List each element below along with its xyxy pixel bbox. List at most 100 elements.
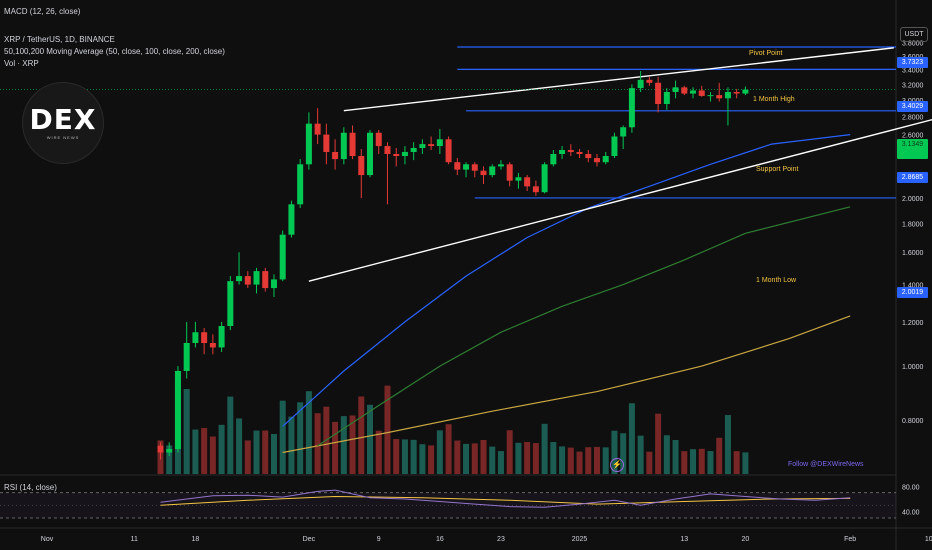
candle-body (620, 127, 627, 137)
candle-body (314, 123, 321, 135)
candle-body (428, 144, 435, 147)
candle-body (742, 89, 749, 94)
volume-bar (367, 404, 374, 474)
candle-body (157, 445, 164, 453)
month-high-price-tag: 3.4029 (897, 101, 928, 112)
rsi-indicator-label[interactable]: RSI (14, close) (4, 483, 57, 492)
volume-bar (506, 430, 513, 474)
volume-bar (480, 440, 487, 474)
logo-subtext: WIRE NEWS (46, 135, 80, 140)
currency-button[interactable]: USDT (900, 27, 928, 42)
volume-bar (602, 447, 609, 474)
volume-bar (253, 430, 260, 474)
support-point-label: Support Point (756, 166, 799, 173)
volume-bar (183, 389, 190, 474)
volume-bar (340, 416, 347, 474)
x-tick-label: 13 (680, 536, 688, 543)
x-tick-label: Feb (844, 536, 856, 543)
candle-body (611, 136, 618, 157)
candle-body (497, 164, 504, 167)
volume-bar (401, 439, 408, 474)
candle-body (628, 88, 635, 128)
volume-bar (471, 443, 478, 474)
y-tick-label: 2.6000 (902, 133, 924, 140)
candle-body (454, 162, 461, 170)
candle-body (209, 343, 216, 348)
volume-bar (742, 452, 749, 474)
candle-body (506, 164, 513, 181)
rsi-tick-label: 80.00 (902, 484, 920, 491)
volume-bar (672, 439, 679, 474)
volume-bar (637, 435, 644, 474)
x-tick-label: 9 (377, 536, 381, 543)
lightning-icon[interactable]: ⚡ (610, 458, 624, 472)
candle-body (332, 151, 339, 160)
volume-bar (236, 418, 243, 474)
volume-bar (227, 396, 234, 474)
candle-body (288, 204, 295, 235)
macd-indicator-label[interactable]: MACD (12, 26, close) (4, 7, 81, 16)
volume-bar (716, 437, 723, 474)
candle-body (445, 139, 452, 163)
volume-bar (201, 428, 208, 474)
ma100-line (317, 206, 851, 447)
candle-body (218, 325, 225, 348)
volume-bar (663, 435, 670, 474)
volume-bar (192, 429, 199, 474)
volume-bar (463, 443, 470, 474)
volume-bar (262, 430, 269, 474)
candle-body (646, 79, 653, 83)
x-tick-label: 20 (742, 536, 750, 543)
volume-bar (646, 451, 653, 474)
volume-bar (454, 440, 461, 474)
candle-body (567, 149, 574, 152)
volume-bar (567, 447, 574, 474)
watermark-text: Follow @DEXWireNews (788, 461, 864, 468)
y-tick-label: 2.8000 (902, 115, 924, 122)
y-tick-label: 3.2000 (902, 82, 924, 89)
candle-body (515, 177, 522, 181)
candle-body (340, 132, 347, 160)
volume-bar (698, 448, 705, 474)
volume-bar (393, 439, 400, 474)
candle-body (375, 132, 382, 147)
volume-bar (707, 451, 714, 474)
symbol-label[interactable]: XRP / TetherUS, 1D, BINANCE (4, 35, 115, 44)
candle-body (305, 123, 312, 165)
candle-body (244, 276, 251, 285)
volume-bar (620, 433, 627, 474)
rsi-line (160, 489, 851, 508)
volume-bar (384, 385, 391, 474)
volume-bar (585, 447, 592, 474)
candle-body (183, 343, 190, 371)
volume-bar (541, 423, 548, 474)
ma200-line (282, 315, 851, 454)
candle-body (367, 132, 374, 176)
candle-body (270, 279, 277, 289)
volume-label[interactable]: Vol · XRP (4, 59, 39, 68)
x-tick-label: 2025 (572, 536, 588, 543)
volume-bar (681, 451, 688, 474)
candle-body (681, 87, 688, 94)
candle-body (532, 186, 539, 193)
candle-body (724, 91, 731, 99)
volume-bar (218, 424, 225, 474)
volume-bar (288, 416, 295, 474)
candle-body (166, 449, 173, 453)
volume-bar (733, 451, 740, 474)
pivot-point-label: Pivot Point (749, 50, 783, 57)
x-tick-label: 23 (497, 536, 505, 543)
candle-body (401, 151, 408, 157)
volume-bar (515, 442, 522, 474)
moving-average-label[interactable]: 50,100,200 Moving Average (50, close, 10… (4, 47, 225, 56)
x-tick-label: Dec (303, 536, 316, 543)
y-tick-label: 0.8000 (902, 418, 924, 425)
pivot-price-tag: 3.7323 (897, 57, 928, 68)
volume-bar (314, 413, 321, 474)
ma50-line (282, 134, 851, 427)
y-tick-label: 2.0000 (902, 196, 924, 203)
volume-bar (724, 415, 731, 474)
x-tick-label: Nov (41, 536, 54, 543)
volume-bar (559, 446, 566, 474)
